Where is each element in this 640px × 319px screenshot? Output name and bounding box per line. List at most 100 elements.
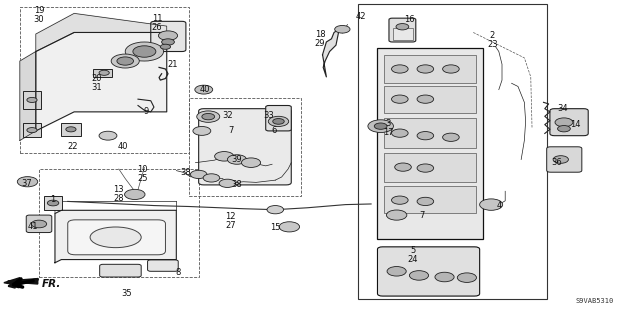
Circle shape <box>117 57 134 65</box>
Bar <box>284 224 294 229</box>
Text: 14: 14 <box>570 120 580 129</box>
Text: 5
24: 5 24 <box>407 246 418 264</box>
Circle shape <box>273 119 284 124</box>
FancyBboxPatch shape <box>151 21 186 51</box>
Text: 8: 8 <box>175 268 181 277</box>
Text: S9VAB5310: S9VAB5310 <box>575 298 614 304</box>
Circle shape <box>279 222 300 232</box>
Circle shape <box>47 200 59 206</box>
Circle shape <box>335 26 350 33</box>
Circle shape <box>227 155 246 164</box>
Polygon shape <box>36 13 167 51</box>
Bar <box>44 196 62 210</box>
Text: 36: 36 <box>551 158 562 167</box>
Circle shape <box>392 196 408 204</box>
FancyBboxPatch shape <box>26 215 52 233</box>
Text: 22: 22 <box>67 142 77 151</box>
Circle shape <box>395 163 412 171</box>
Circle shape <box>219 179 236 188</box>
Polygon shape <box>20 51 36 140</box>
Circle shape <box>125 189 145 199</box>
Bar <box>39 169 198 277</box>
Circle shape <box>99 131 117 140</box>
Circle shape <box>417 65 434 73</box>
Circle shape <box>159 31 177 41</box>
Circle shape <box>435 272 454 282</box>
Text: 4: 4 <box>496 201 501 210</box>
Text: 38: 38 <box>232 181 243 189</box>
Circle shape <box>268 116 289 126</box>
Polygon shape <box>323 29 339 77</box>
Bar <box>394 28 413 41</box>
Circle shape <box>417 131 434 140</box>
Bar <box>129 191 140 197</box>
Circle shape <box>267 205 284 214</box>
FancyBboxPatch shape <box>68 220 166 255</box>
Circle shape <box>27 97 37 102</box>
Bar <box>22 179 33 184</box>
Circle shape <box>479 199 502 210</box>
Circle shape <box>162 39 174 45</box>
Text: 7: 7 <box>228 126 234 135</box>
Text: 20
31: 20 31 <box>91 74 102 92</box>
Bar <box>384 118 476 148</box>
Text: 35: 35 <box>121 289 132 298</box>
Circle shape <box>392 95 408 103</box>
Circle shape <box>31 220 47 228</box>
Bar <box>384 187 476 213</box>
Bar <box>189 98 301 196</box>
Text: 41: 41 <box>28 222 38 231</box>
Text: 42: 42 <box>356 12 366 21</box>
Bar <box>61 123 81 136</box>
Circle shape <box>66 127 76 132</box>
Text: 34: 34 <box>557 104 568 113</box>
Circle shape <box>27 128 37 133</box>
Circle shape <box>202 114 214 120</box>
Text: 2
23: 2 23 <box>487 31 498 49</box>
Circle shape <box>417 95 434 103</box>
Text: 11
26: 11 26 <box>152 14 163 32</box>
Circle shape <box>196 111 220 122</box>
Circle shape <box>133 46 156 57</box>
FancyBboxPatch shape <box>389 18 416 42</box>
Bar <box>384 55 476 83</box>
Polygon shape <box>36 33 167 131</box>
Text: 1: 1 <box>51 195 56 204</box>
Circle shape <box>417 164 434 172</box>
Circle shape <box>368 120 394 132</box>
Text: 13
28: 13 28 <box>113 185 124 204</box>
Text: 32: 32 <box>222 111 233 120</box>
Circle shape <box>214 152 234 161</box>
Bar <box>197 128 206 133</box>
Text: 19
30: 19 30 <box>34 6 44 24</box>
Circle shape <box>111 54 140 68</box>
Text: 7: 7 <box>419 211 425 219</box>
Text: 37: 37 <box>21 179 31 188</box>
Circle shape <box>17 177 38 187</box>
Circle shape <box>458 273 476 282</box>
Circle shape <box>396 24 409 30</box>
FancyBboxPatch shape <box>550 109 588 136</box>
Text: 38: 38 <box>180 168 191 177</box>
Text: 39: 39 <box>232 155 243 164</box>
Circle shape <box>374 123 387 129</box>
FancyBboxPatch shape <box>100 264 141 277</box>
Text: FR.: FR. <box>42 279 61 289</box>
FancyBboxPatch shape <box>266 106 291 131</box>
Polygon shape <box>8 278 38 284</box>
Text: 12
27: 12 27 <box>225 212 236 230</box>
Circle shape <box>417 197 434 205</box>
Bar <box>384 153 476 182</box>
Bar <box>93 69 113 77</box>
Circle shape <box>190 170 207 179</box>
Circle shape <box>387 210 407 220</box>
Text: 16: 16 <box>404 15 415 24</box>
Bar <box>384 86 476 114</box>
FancyBboxPatch shape <box>378 247 479 296</box>
FancyBboxPatch shape <box>547 147 582 172</box>
Bar <box>358 4 547 299</box>
Text: 15: 15 <box>270 223 280 232</box>
Circle shape <box>195 85 212 94</box>
Circle shape <box>443 133 460 141</box>
Circle shape <box>557 125 570 132</box>
